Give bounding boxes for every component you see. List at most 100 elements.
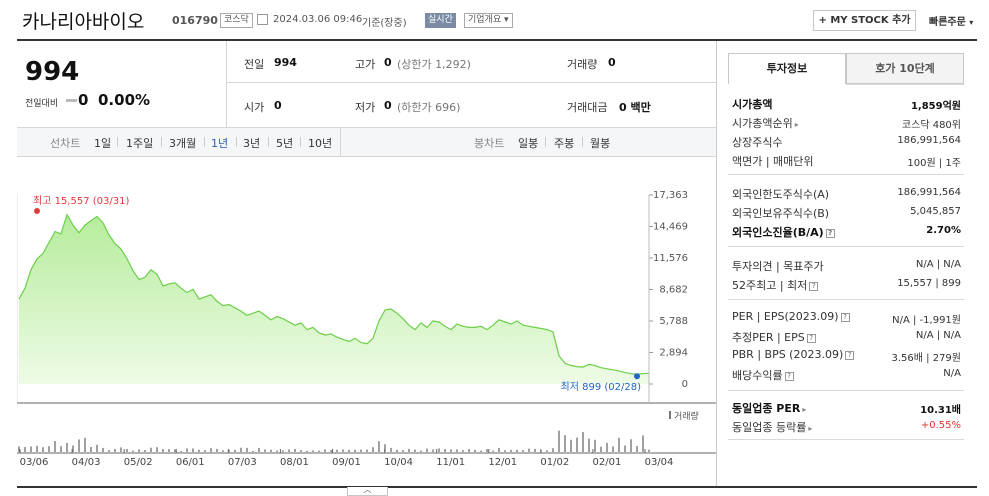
divider — [340, 127, 341, 157]
low-marker — [634, 373, 640, 380]
help-icon[interactable]: ? — [845, 350, 855, 360]
chevron-down-icon: ▾ — [969, 18, 974, 27]
price-line — [18, 213, 650, 375]
period-1y[interactable]: 1년 — [211, 137, 229, 150]
volume-bar — [426, 448, 428, 452]
change-label: 전일대비 — [25, 99, 59, 109]
period-3m[interactable]: 3개월 — [169, 137, 197, 150]
market-cap-value: 1,859억원 — [910, 101, 961, 112]
sector-per-label[interactable]: 동일업종 PER ▸ — [732, 400, 806, 416]
volume-bar — [468, 449, 470, 452]
quick-order-link[interactable]: 빠른주문 ▾ — [929, 13, 973, 28]
help-icon[interactable]: ? — [809, 281, 819, 291]
volume-bar — [210, 448, 212, 452]
y-tick-label: 8,682 — [659, 285, 688, 296]
volume-bar — [162, 449, 164, 452]
period-1d[interactable]: 1일 — [94, 137, 112, 150]
volume-bar — [594, 439, 596, 452]
volume-bar — [450, 449, 452, 452]
opinion-label: 투자의견 | 목표주가 — [732, 260, 824, 273]
volume-bar — [336, 449, 338, 452]
candle-weekly[interactable]: 주봉 — [554, 137, 575, 150]
market-tag: 코스닥 — [220, 13, 253, 28]
volume-bar — [642, 435, 644, 452]
volume-bar — [570, 439, 572, 452]
y-tick-label: 14,469 — [653, 222, 688, 233]
volume-bar — [270, 449, 272, 452]
x-tick-label: 08/01 — [280, 457, 309, 468]
listed-shares-value: 186,991,564 — [897, 135, 961, 146]
period-10y[interactable]: 10년 — [308, 137, 333, 150]
volume-bar — [492, 450, 494, 452]
volume-bar — [498, 447, 500, 452]
current-price: 994 — [25, 57, 80, 87]
dividend-text: 배당수익률 — [732, 369, 783, 382]
x-tick-label: 03/04 — [645, 457, 674, 468]
volume-bar — [552, 448, 554, 452]
volume-bar — [402, 450, 404, 452]
volume-bar — [600, 446, 602, 452]
divider — [117, 137, 118, 147]
divider — [728, 439, 964, 440]
quick-order-label: 빠른주문 — [929, 17, 966, 28]
volume-bar — [78, 439, 80, 452]
opinion-value: N/A | N/A — [915, 259, 961, 270]
volume-bar — [612, 446, 614, 452]
chevron-right-icon: ▸ — [808, 424, 813, 433]
help-icon[interactable]: ? — [806, 333, 816, 343]
help-icon[interactable]: ? — [840, 312, 850, 322]
period-5y[interactable]: 5년 — [276, 137, 294, 150]
period-bar — [17, 127, 716, 157]
volume-bar — [378, 441, 380, 452]
divider — [236, 137, 237, 147]
volume-bar — [192, 448, 194, 452]
help-icon[interactable]: ? — [825, 228, 835, 238]
period-1w[interactable]: 1주일 — [126, 137, 154, 150]
volume-bar — [312, 450, 314, 452]
tab-order-book[interactable]: 호가 10단계 — [846, 53, 964, 84]
candle-daily[interactable]: 일봉 — [518, 137, 539, 150]
sector-change-value: +0.55% — [920, 420, 961, 431]
volume-bar — [264, 449, 266, 452]
help-icon[interactable]: ? — [784, 371, 794, 381]
volume-label: 거래량 — [567, 58, 598, 71]
tab-invest-info[interactable]: 투자정보 — [728, 53, 846, 84]
sector-change-label[interactable]: 동일업종 등락률 ▸ — [732, 419, 812, 435]
volume-bar — [546, 450, 548, 452]
y-tick-label: 2,894 — [659, 348, 688, 359]
low-label: 저가 — [355, 101, 376, 114]
volume-bar — [648, 449, 650, 452]
candle-monthly[interactable]: 월봉 — [590, 137, 611, 150]
x-tick-label: 10/04 — [384, 457, 413, 468]
volume-value: 0 — [608, 56, 616, 69]
per-eps-label: PER | EPS(2023.09)? — [732, 310, 850, 323]
stock-name: 카나리아바이오 — [22, 11, 145, 33]
price-chart[interactable]: 17,363 14,469 11,576 8,682 5,788 2,894 0 03/06… — [17, 158, 716, 478]
volume-bar — [432, 449, 434, 452]
date-text: 2024.03.06 09:46 — [273, 14, 363, 25]
x-tick-label: 12/01 — [488, 457, 517, 468]
add-mystock-button[interactable]: + MY STOCK 추가 — [813, 10, 916, 31]
period-3y[interactable]: 3년 — [243, 137, 261, 150]
y-axis: 17,363 14,469 11,576 8,682 5,788 2,894 0 — [648, 190, 688, 403]
stock-code: 016790 — [172, 14, 218, 27]
volume-bar — [186, 448, 188, 452]
foreign-limit-label: 외국인한도주식수(A) — [732, 188, 830, 201]
week52-value: 15,557 | 899 — [897, 278, 961, 289]
prev-close-label: 전일 — [244, 58, 265, 71]
sector-change-text: 동일업종 등락률 — [732, 421, 807, 434]
x-tick-label: 01/02 — [540, 457, 569, 468]
flat-icon — [66, 99, 77, 102]
volume-bar — [114, 448, 116, 452]
week52-label: 52주최고 | 최저? — [732, 277, 819, 293]
volume-bar — [618, 437, 620, 452]
corp-summary-dropdown[interactable]: 기업개요 ▾ — [464, 13, 513, 28]
volume-bar — [522, 450, 524, 452]
amount-value: 0 백만 — [619, 101, 651, 114]
high-label: 최고 15,557 (03/31) — [33, 195, 129, 207]
market-cap-rank-label[interactable]: 시가총액순위 ▸ — [732, 115, 799, 131]
prev-close-value: 994 — [274, 56, 297, 69]
pbr-bps-text: PBR | BPS (2023.09) — [732, 348, 844, 361]
volume-bar — [534, 448, 536, 452]
volume-bar — [198, 449, 200, 452]
